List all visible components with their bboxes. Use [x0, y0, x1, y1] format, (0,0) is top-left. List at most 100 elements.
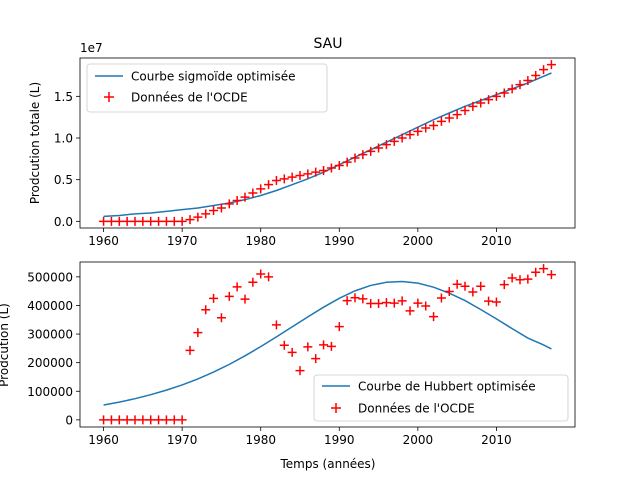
data-point-marker [452, 279, 462, 289]
axes-frame-bottom [79, 261, 576, 428]
data-point-marker [413, 126, 423, 136]
data-point-marker [224, 291, 234, 301]
x-tick-label: 1980 [245, 234, 276, 248]
data-point-marker [484, 95, 494, 105]
legend-scatter-label: Données de l'OCDE [358, 402, 475, 416]
y-tick-label: 1.5 [54, 90, 73, 104]
data-point-marker [177, 216, 187, 226]
data-point-marker [295, 366, 305, 376]
data-point-marker [122, 415, 132, 425]
data-point-marker [303, 342, 313, 352]
legend-curve-label: Courbe de Hubbert optimisée [358, 380, 536, 394]
data-point-marker [99, 415, 109, 425]
legend-top: Courbe sigmoïde optimisée Données de l'O… [86, 63, 328, 113]
data-point-marker [177, 415, 187, 425]
data-point-marker [154, 415, 164, 425]
x-axis-label: Temps (années) [280, 457, 376, 471]
data-point-marker [264, 180, 274, 190]
legend-scatter-swatch [331, 403, 341, 413]
y-axis-label-bottom: Prodcution (L) [0, 303, 11, 387]
x-tick-label: 1990 [324, 234, 355, 248]
plot-area-top: 1960 1970 1980 1990 2000 2010 0.0 0.5 1.0 1.5 [54, 60, 556, 248]
data-point-marker [122, 216, 132, 226]
data-point-marker [193, 328, 203, 338]
data-point-marker [421, 123, 431, 133]
data-point-marker [499, 280, 509, 290]
x-tick-label: 2010 [481, 234, 512, 248]
x-tick-label: 1960 [88, 234, 119, 248]
data-point-marker [381, 298, 391, 308]
data-point-marker [185, 345, 195, 355]
data-point-marker [342, 157, 352, 167]
data-point-marker [169, 415, 179, 425]
data-point-marker [130, 415, 140, 425]
data-point-marker [326, 341, 336, 351]
plot-area-bottom: 1960 1970 1980 1990 2000 2010 0 100000 200000 300… [27, 264, 556, 447]
data-point-marker [444, 113, 454, 123]
data-point-marker [209, 293, 219, 303]
data-point-marker [240, 294, 250, 304]
chart-title: SAU [314, 36, 343, 52]
data-point-marker [311, 354, 321, 364]
data-point-marker [476, 98, 486, 108]
data-point-marker [185, 215, 195, 225]
data-point-marker [491, 91, 501, 101]
y-tick-label: 400000 [27, 299, 73, 313]
data-point-marker [413, 298, 423, 308]
data-point-marker [216, 313, 226, 323]
y-tick-label: 0.0 [54, 215, 73, 229]
axes-frame-top [79, 57, 576, 229]
y-tick-label: 0.5 [54, 173, 73, 187]
data-point-marker [539, 264, 549, 274]
data-point-marker [256, 269, 266, 279]
data-point-marker [374, 143, 384, 153]
data-point-marker [279, 340, 289, 350]
x-tick-label: 2010 [481, 433, 512, 447]
data-point-marker [161, 216, 171, 226]
data-point-marker [523, 76, 533, 85]
data-point-marker [201, 209, 211, 219]
data-point-marker [436, 293, 446, 303]
data-point-marker [484, 296, 494, 306]
x-tick-label: 1960 [88, 433, 119, 447]
x-tick-label: 2000 [403, 234, 434, 248]
data-point-marker [436, 116, 446, 126]
legend-curve-label: Courbe sigmoïde optimisée [131, 70, 296, 84]
data-point-marker [358, 294, 368, 304]
data-point-marker [201, 305, 211, 315]
x-tick-label: 1990 [324, 433, 355, 447]
data-point-marker [130, 216, 140, 226]
data-point-marker [326, 163, 336, 173]
data-point-marker [358, 150, 368, 160]
data-point-marker [334, 161, 344, 170]
data-point-marker [287, 347, 297, 357]
x-tick-label: 1970 [167, 433, 198, 447]
data-point-marker [468, 287, 478, 297]
y-tick-label: 500000 [27, 270, 73, 284]
data-point-marker [381, 140, 391, 150]
data-point-marker [515, 80, 525, 90]
data-point-marker [366, 298, 376, 308]
data-point-marker [460, 106, 470, 115]
data-point-marker [531, 267, 541, 277]
data-point-marker [397, 296, 407, 306]
data-point-marker [429, 121, 439, 130]
data-point-marker [405, 306, 415, 316]
data-point-marker [334, 322, 344, 332]
data-point-marker [114, 216, 124, 226]
data-point-marker [295, 171, 305, 180]
data-point-marker [146, 415, 156, 425]
data-point-marker [491, 297, 501, 307]
data-point-marker [106, 415, 116, 425]
data-point-marker [146, 216, 156, 226]
x-tick-label: 1970 [167, 234, 198, 248]
data-point-marker [106, 216, 116, 226]
legend-box [86, 63, 328, 113]
data-point-marker [452, 110, 462, 120]
legend-box [313, 374, 569, 422]
legend-bottom: Courbe de Hubbert optimisée Données de l… [313, 374, 569, 422]
y-tick-label: 100000 [27, 385, 73, 399]
data-point-marker [546, 60, 556, 70]
data-point-marker [279, 174, 289, 184]
